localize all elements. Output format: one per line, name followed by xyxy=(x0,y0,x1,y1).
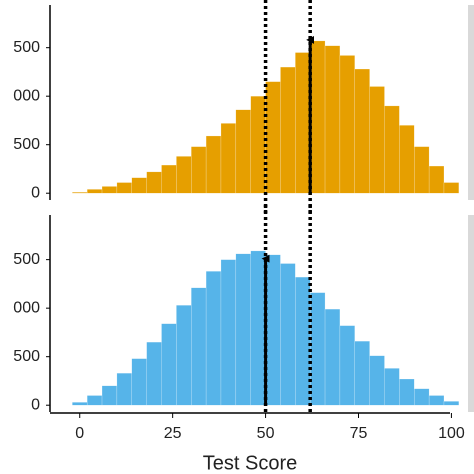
bar xyxy=(354,68,370,194)
bar xyxy=(443,182,460,194)
bar xyxy=(339,55,355,194)
bar xyxy=(414,388,430,406)
bar xyxy=(101,186,118,194)
facet-strip xyxy=(468,215,474,412)
bar xyxy=(146,341,162,406)
y-tick-label: 000 xyxy=(13,299,40,316)
bar xyxy=(86,395,103,406)
bar xyxy=(86,189,103,194)
bar xyxy=(324,45,341,194)
bar xyxy=(399,125,415,194)
y-tick-label: 500 xyxy=(13,39,40,56)
bar xyxy=(309,292,326,406)
bar xyxy=(235,253,251,406)
x-axis-title: Test Score xyxy=(203,452,297,474)
bar xyxy=(384,368,400,406)
bar xyxy=(72,192,88,194)
bar xyxy=(354,340,370,406)
bar xyxy=(280,66,296,194)
bar xyxy=(205,135,222,194)
x-tick-label: 75 xyxy=(350,425,368,442)
bar xyxy=(265,254,281,406)
bar xyxy=(205,271,222,406)
bar xyxy=(295,52,311,194)
bar xyxy=(235,109,251,194)
y-tick-label: 500 xyxy=(13,348,40,365)
y-tick-label: 0 xyxy=(31,184,40,201)
bar xyxy=(414,146,430,194)
y-tick-label: 000 xyxy=(13,87,40,104)
bar xyxy=(72,402,88,406)
x-tick-label: 0 xyxy=(75,425,84,442)
bar xyxy=(295,276,311,406)
x-tick-label: 25 xyxy=(164,425,182,442)
bar xyxy=(428,165,445,194)
x-tick-label: 50 xyxy=(257,425,275,442)
bar xyxy=(116,372,132,406)
bar xyxy=(116,182,132,194)
bar xyxy=(101,385,118,406)
bar xyxy=(265,81,281,194)
y-tick-label: 500 xyxy=(13,136,40,153)
bar xyxy=(146,171,162,194)
facet-strip xyxy=(468,5,474,200)
bar xyxy=(220,123,237,194)
bar xyxy=(443,401,460,406)
bar xyxy=(399,378,415,406)
bar xyxy=(176,305,192,406)
x-tick-label: 100 xyxy=(438,425,465,442)
bar xyxy=(220,259,237,406)
y-tick-label: 500 xyxy=(13,251,40,268)
bar xyxy=(250,250,266,406)
bar xyxy=(191,146,207,194)
bar xyxy=(280,263,296,406)
bar xyxy=(309,40,326,194)
bar xyxy=(161,323,177,406)
bar xyxy=(131,177,147,194)
bar xyxy=(384,105,400,194)
bar xyxy=(161,164,177,194)
bar xyxy=(428,395,445,406)
bar xyxy=(131,358,147,406)
bar xyxy=(250,95,266,194)
bar xyxy=(339,325,355,406)
bar xyxy=(191,287,207,406)
bar xyxy=(369,86,385,194)
bar xyxy=(324,308,341,406)
bar xyxy=(369,355,385,406)
bar xyxy=(176,156,192,194)
y-tick-label: 0 xyxy=(31,396,40,413)
